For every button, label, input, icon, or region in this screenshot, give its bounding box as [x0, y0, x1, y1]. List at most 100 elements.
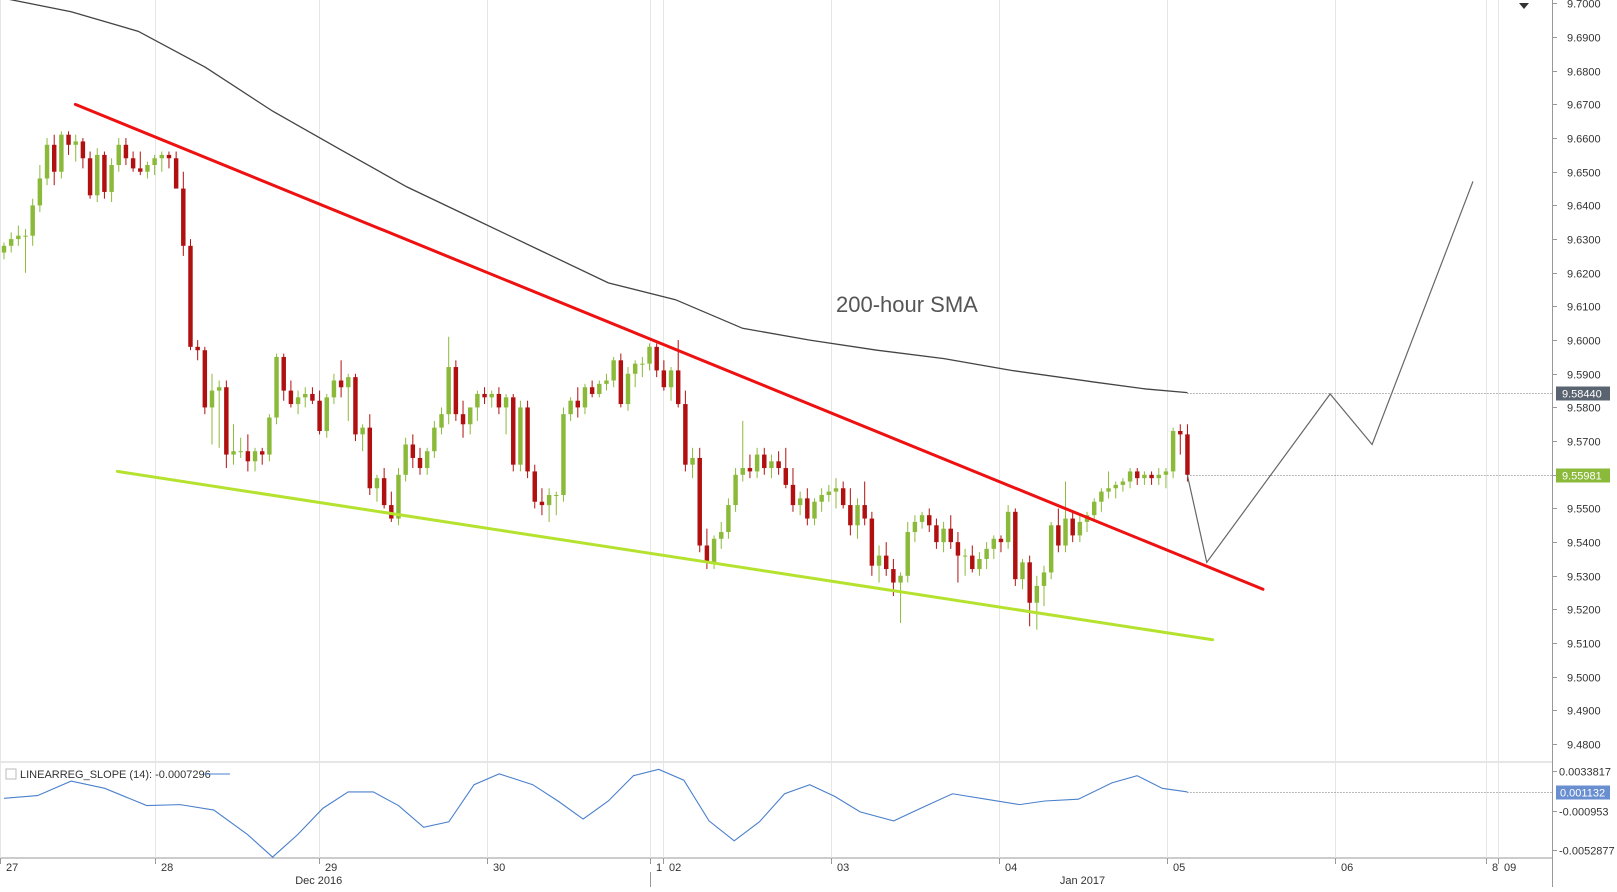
- slope-line: [3, 768, 1188, 858]
- candle-body: [690, 457, 695, 465]
- candle-body: [754, 454, 760, 472]
- candle-body: [898, 575, 903, 583]
- price-tick-label: 9.6400: [1567, 201, 1601, 213]
- candle-body: [51, 144, 57, 172]
- indicator-marker-label: 0.001132: [1560, 788, 1605, 800]
- candle-body: [439, 414, 444, 428]
- candle: [381, 468, 387, 509]
- candle: [360, 424, 365, 452]
- candle-body: [1127, 471, 1133, 482]
- candle-body: [597, 383, 602, 394]
- candle: [209, 373, 215, 445]
- candle: [525, 400, 530, 479]
- candle-body: [44, 144, 50, 179]
- candle-body: [1142, 474, 1147, 479]
- chevron-down-icon[interactable]: [1519, 3, 1529, 9]
- candle: [747, 454, 753, 479]
- day-tick-label: 06: [1341, 862, 1353, 874]
- candle-body: [231, 451, 236, 455]
- candle-body: [998, 538, 1004, 543]
- candle: [410, 434, 416, 469]
- candle-body: [704, 545, 710, 563]
- candle-body: [489, 393, 494, 398]
- candle-body: [30, 205, 35, 236]
- candle: [805, 488, 810, 526]
- candle: [130, 151, 136, 172]
- candle: [482, 387, 487, 405]
- candle-body: [496, 393, 502, 408]
- price-tick-label: 9.7000: [1567, 0, 1601, 11]
- candle: [905, 521, 910, 583]
- candle-body: [762, 454, 767, 469]
- legend-toggle-icon[interactable]: [5, 768, 17, 780]
- candle: [109, 158, 114, 203]
- candle-body: [833, 488, 839, 492]
- candle-body: [675, 370, 681, 405]
- candle-body: [381, 478, 387, 506]
- sma-annotation: 200-hour SMA: [836, 292, 978, 317]
- price-tick-label: 9.4900: [1567, 706, 1601, 718]
- candle-body: [1120, 481, 1126, 485]
- candle: [1099, 488, 1104, 512]
- candle-body: [855, 505, 860, 526]
- candle: [1113, 481, 1118, 499]
- candle-body: [740, 468, 745, 475]
- candle: [690, 447, 695, 479]
- candle-body: [403, 444, 408, 475]
- indicator-legend: LINEARREG_SLOPE (14): -0.0007296: [5, 768, 230, 781]
- candle: [1034, 575, 1040, 630]
- candle-body: [123, 144, 129, 159]
- candle: [518, 400, 523, 472]
- candle: [324, 393, 329, 438]
- candle: [661, 360, 667, 391]
- candle-body: [73, 141, 78, 145]
- time-axis: 27 28 29 30 1 02 03 04 05 06 8 09 Dec 2016 Jan 2017: [0, 858, 1516, 887]
- candle-body: [66, 134, 71, 145]
- candle: [654, 343, 659, 378]
- candle-body: [797, 498, 803, 506]
- candle-body: [1048, 525, 1054, 573]
- candle: [1, 242, 7, 260]
- candle-body: [138, 168, 143, 172]
- candle: [460, 400, 466, 438]
- candle: [539, 488, 545, 516]
- day-tick-label: 28: [161, 862, 173, 874]
- candle: [281, 353, 286, 401]
- candle: [668, 367, 674, 401]
- price-marker-box: [1556, 386, 1610, 401]
- candle-body: [360, 427, 365, 435]
- candle-body: [482, 393, 487, 398]
- candle-body: [1099, 491, 1104, 502]
- price-tick-label: 9.6900: [1567, 33, 1601, 45]
- candle: [1041, 565, 1047, 607]
- candle: [561, 407, 566, 502]
- candle-body: [661, 370, 667, 388]
- candle-body: [604, 380, 609, 384]
- candle: [424, 447, 430, 475]
- candle: [1020, 558, 1025, 590]
- candle: [145, 161, 150, 179]
- price-tick-label: 9.5200: [1567, 605, 1601, 617]
- day-tick-label: 1: [656, 862, 662, 874]
- candle: [797, 491, 803, 516]
- price-tick-label: 9.5300: [1567, 572, 1601, 584]
- candle: [554, 491, 559, 516]
- day-tick-label: 03: [837, 862, 849, 874]
- candle-body: [970, 555, 975, 570]
- price-tick-label: 9.5100: [1567, 639, 1601, 651]
- candle-body: [374, 478, 380, 489]
- candle-body: [181, 188, 186, 246]
- candle: [331, 373, 337, 405]
- day-tick-label: 05: [1173, 862, 1185, 874]
- candle-body: [919, 515, 925, 522]
- candle: [1149, 471, 1154, 485]
- candle: [977, 552, 982, 576]
- candle-body: [589, 387, 595, 394]
- candle: [625, 367, 631, 411]
- candle: [998, 535, 1004, 553]
- indicator-tick-label: -0.000953: [1559, 807, 1609, 819]
- candle-body: [310, 393, 315, 401]
- candle: [776, 451, 781, 475]
- candle-body: [238, 451, 243, 453]
